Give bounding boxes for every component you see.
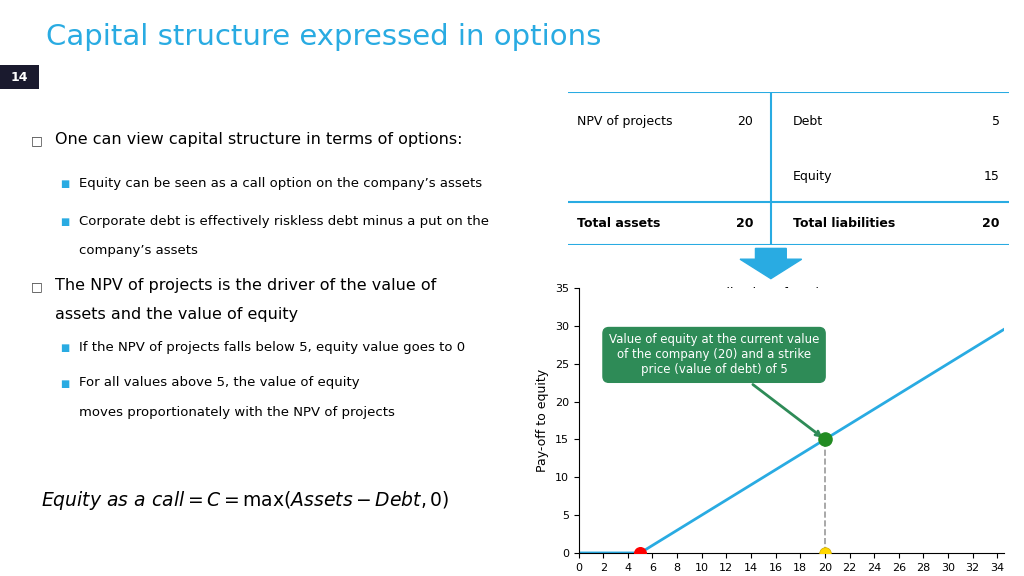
Text: If the NPV of projects falls below 5, equity value goes to 0: If the NPV of projects falls below 5, eq… [79, 340, 465, 354]
Text: Corporate debt is effectively riskless debt minus a put on the: Corporate debt is effectively riskless d… [79, 215, 488, 228]
Text: ■: ■ [60, 179, 70, 189]
Text: 15: 15 [984, 169, 999, 183]
Text: ■: ■ [60, 379, 70, 389]
Text: For all values above 5, the value of equity: For all values above 5, the value of equ… [79, 377, 359, 389]
Text: 20: 20 [737, 115, 754, 128]
Text: Total assets: Total assets [578, 217, 660, 230]
Y-axis label: Pay-off to equity: Pay-off to equity [537, 369, 549, 472]
Point [817, 548, 834, 558]
Text: ■: ■ [60, 343, 70, 353]
Bar [0, 65, 39, 89]
Text: moves proportionately with the NPV of projects: moves proportionately with the NPV of pr… [79, 406, 394, 419]
Text: Equity: Equity [793, 169, 833, 183]
Text: □: □ [31, 280, 42, 293]
Text: ■: ■ [60, 217, 70, 227]
Point [817, 435, 834, 444]
Text: The NPV of projects is the driver of the value of: The NPV of projects is the driver of the… [54, 278, 436, 293]
Text: Call value of equity: Call value of equity [711, 287, 831, 300]
Text: Debt: Debt [793, 115, 823, 128]
Text: 14: 14 [10, 71, 29, 84]
FancyArrow shape [740, 248, 802, 279]
Text: 5: 5 [992, 115, 999, 128]
Text: 20: 20 [736, 217, 754, 230]
Point [632, 548, 648, 558]
Text: One can view capital structure in terms of options:: One can view capital structure in terms … [54, 131, 462, 147]
Text: $\mathit{Equity\ as\ a\ call} = \mathit{C} = \mathrm{max}(\mathit{Assets} - \mat: $\mathit{Equity\ as\ a\ call} = \mathit{… [41, 489, 450, 512]
Text: Total liabilities: Total liabilities [793, 217, 895, 230]
Text: assets and the value of equity: assets and the value of equity [54, 307, 298, 322]
Text: Equity can be seen as a call option on the company’s assets: Equity can be seen as a call option on t… [79, 176, 481, 190]
Text: □: □ [31, 134, 42, 147]
Text: NPV of projects: NPV of projects [578, 115, 673, 128]
Text: company’s assets: company’s assets [79, 244, 198, 257]
Text: Value of equity at the current value
of the company (20) and a strike
price (val: Value of equity at the current value of … [609, 334, 820, 436]
Text: 20: 20 [982, 217, 999, 230]
Text: Capital structure expressed in options: Capital structure expressed in options [46, 23, 601, 51]
